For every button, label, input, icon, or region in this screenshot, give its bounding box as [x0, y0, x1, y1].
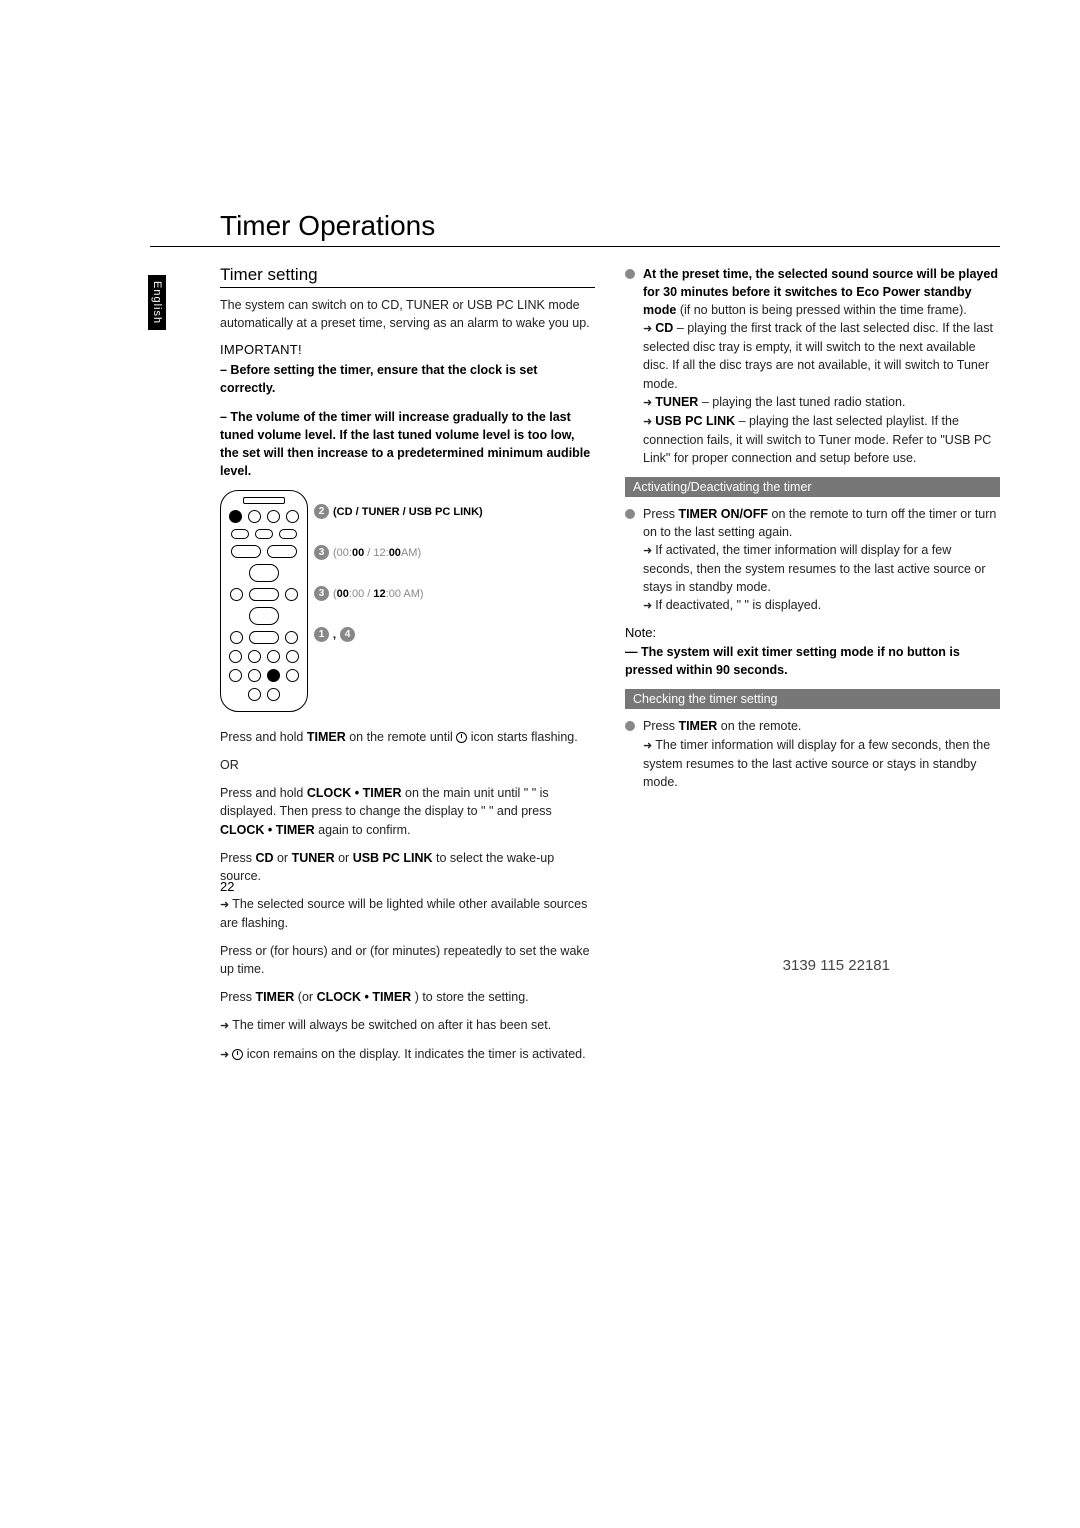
- bullet-icon: [625, 269, 635, 279]
- clock-icon: [456, 732, 467, 743]
- important-note-1-text: – Before setting the timer, ensure that …: [220, 363, 537, 395]
- activate-result-2: If deactivated, " " is displayed.: [655, 598, 821, 612]
- note-label: Note:: [625, 625, 1000, 640]
- important-label: IMPORTANT!: [220, 342, 595, 357]
- page-root: English Timer Operations Timer setting T…: [0, 0, 1080, 1134]
- callout-1-4: 1,4: [314, 627, 483, 642]
- clock-icon: [232, 1049, 243, 1060]
- preset-block: At the preset time, the selected sound s…: [625, 265, 1000, 467]
- document-id: 3139 115 22181: [783, 957, 890, 974]
- remote-outline: [220, 490, 308, 712]
- language-tab: English: [148, 275, 166, 330]
- step-4-result-1: The timer will always be switched on aft…: [220, 1016, 595, 1035]
- remote-diagram: 2(CD / TUNER / USB PC LINK) 3 (00:00 / 1…: [220, 490, 595, 712]
- important-note-1: – Before setting the timer, ensure that …: [220, 361, 595, 397]
- important-note-2-text: – The volume of the timer will increase …: [220, 410, 590, 478]
- step-2: Press CD or TUNER or USB PC LINK to sele…: [220, 849, 595, 885]
- check-block: Press TIMER on the remote. The timer inf…: [625, 717, 1000, 790]
- page-title: Timer Operations: [150, 210, 1000, 242]
- callout-2-text: (CD / TUNER / USB PC LINK): [333, 506, 483, 518]
- subhead-checking: Checking the timer setting: [625, 689, 1000, 709]
- tuner-text: – playing the last tuned radio station.: [698, 395, 905, 409]
- step-1-alt: Press and hold CLOCK • TIMER on the main…: [220, 784, 595, 838]
- step-1: Press and hold TIMER on the remote until…: [220, 728, 595, 746]
- tuner-label: TUNER: [655, 395, 698, 409]
- callout-3b: 3 (00:00 / 12:00 AM): [314, 586, 483, 601]
- step-4-result-2: icon remains on the display. It indicate…: [220, 1045, 595, 1064]
- activate-block: Press TIMER ON/OFF on the remote to turn…: [625, 505, 1000, 615]
- important-note-2: – The volume of the timer will increase …: [220, 408, 595, 481]
- callout-2: 2(CD / TUNER / USB PC LINK): [314, 504, 483, 519]
- bullet-icon: [625, 509, 635, 519]
- preset-tail: (if no button is being pressed within th…: [676, 303, 966, 317]
- title-rule: [150, 246, 1000, 247]
- section-heading-timer-setting: Timer setting: [220, 265, 595, 288]
- subhead-activating: Activating/Deactivating the timer: [625, 477, 1000, 497]
- step-3: Press or (for hours) and or (for minutes…: [220, 942, 595, 978]
- note-text: — The system will exit timer setting mod…: [625, 643, 1000, 679]
- intro-text: The system can switch on to CD, TUNER or…: [220, 296, 595, 332]
- page-number: 22: [220, 879, 234, 894]
- or-label: OR: [220, 756, 595, 774]
- content-columns: Timer setting The system can switch on t…: [150, 265, 1000, 1074]
- callout-3a: 3 (00:00 / 12:00AM): [314, 545, 483, 560]
- right-column: At the preset time, the selected sound s…: [625, 265, 1000, 1074]
- left-column: Timer setting The system can switch on t…: [220, 265, 595, 1074]
- diagram-callouts: 2(CD / TUNER / USB PC LINK) 3 (00:00 / 1…: [314, 490, 483, 642]
- bullet-icon: [625, 721, 635, 731]
- cd-text: – playing the first track of the last se…: [643, 321, 993, 390]
- step-4: Press TIMER (or CLOCK • TIMER ) to store…: [220, 988, 595, 1006]
- callout-sep: ,: [333, 629, 336, 641]
- step-2-result: The selected source will be lighted whil…: [220, 895, 595, 932]
- check-result: The timer information will display for a…: [643, 738, 990, 789]
- activate-result-1: If activated, the timer information will…: [643, 543, 986, 594]
- cd-label: CD: [655, 321, 673, 335]
- usb-label: USB PC LINK: [655, 414, 735, 428]
